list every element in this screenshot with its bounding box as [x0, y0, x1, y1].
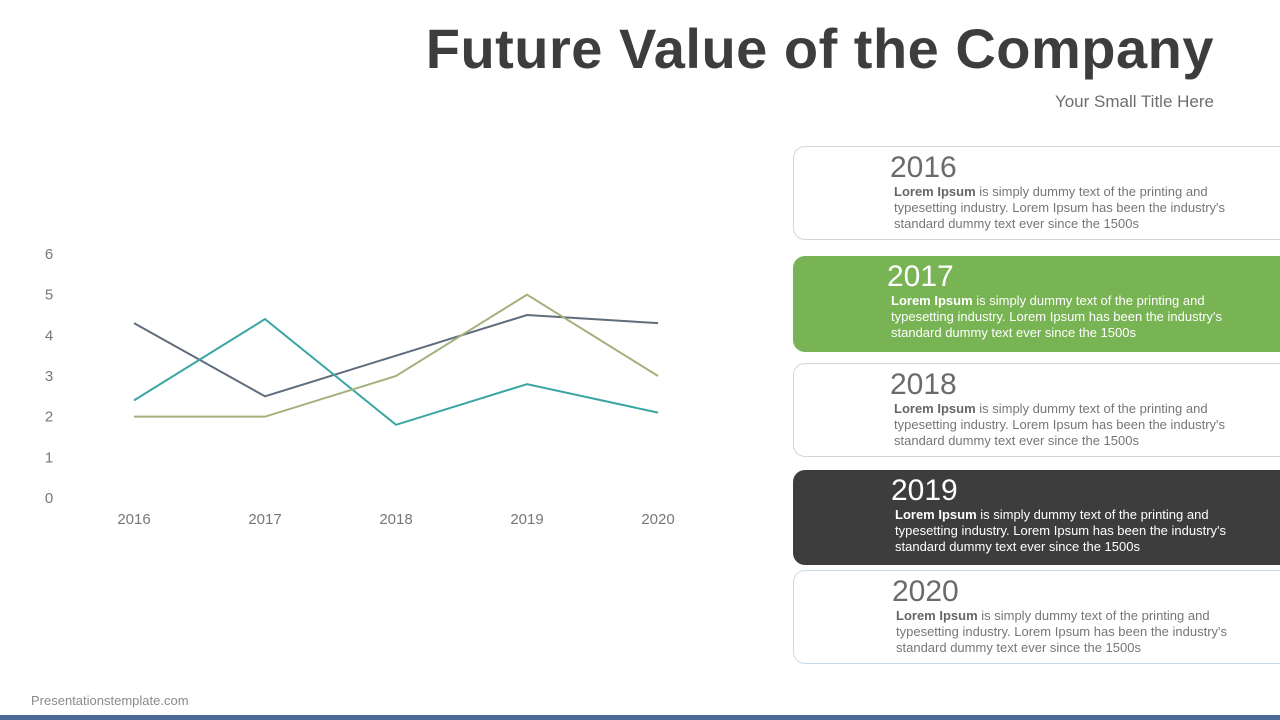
timeline-card-2018: 2018 Lorem Ipsum is simply dummy text of…: [793, 363, 1280, 457]
card-text-body: is simply dummy text of the printing and…: [894, 184, 1226, 231]
timeline-card-2019: 2019 Lorem Ipsum is simply dummy text of…: [793, 470, 1280, 565]
footer-brand: Presentationstemplate.com: [31, 693, 189, 708]
series-line-2: [133, 317, 659, 426]
line-chart: 0 1 2 3 4 5 6 2016 2017 2018 2019 2020: [45, 246, 725, 528]
y-tick-label: 3: [45, 368, 53, 385]
y-tick-label: 0: [45, 490, 53, 507]
page-title: Future Value of the Company: [425, 17, 1214, 80]
card-text-bold: Lorem Ipsum: [894, 401, 976, 416]
card-year: 2018: [890, 368, 957, 401]
card-year: 2020: [892, 575, 959, 608]
timeline-card-2020: 2020 Lorem Ipsum is simply dummy text of…: [793, 570, 1280, 664]
y-tick-label: 5: [45, 287, 53, 304]
card-text-bold: Lorem Ipsum: [896, 608, 978, 623]
card-text-body: is simply dummy text of the printing and…: [891, 293, 1223, 340]
card-text: Lorem Ipsum is simply dummy text of the …: [891, 293, 1251, 341]
y-tick-label: 4: [45, 327, 53, 344]
card-year: 2017: [887, 260, 954, 293]
card-text-body: is simply dummy text of the printing and…: [894, 401, 1226, 448]
x-tick-label: 2016: [117, 511, 150, 528]
card-year: 2016: [890, 151, 957, 184]
y-tick-label: 6: [45, 246, 53, 263]
bottom-bar: [0, 715, 1280, 720]
card-year: 2019: [891, 474, 958, 507]
x-tick-label: 2020: [641, 511, 674, 528]
card-text-bold: Lorem Ipsum: [895, 507, 977, 522]
card-text: Lorem Ipsum is simply dummy text of the …: [894, 401, 1254, 449]
card-text: Lorem Ipsum is simply dummy text of the …: [895, 507, 1255, 555]
card-text-body: is simply dummy text of the printing and…: [896, 608, 1228, 655]
timeline-card-2016: 2016 Lorem Ipsum is simply dummy text of…: [793, 146, 1280, 240]
x-tick-label: 2019: [510, 511, 543, 528]
card-text-bold: Lorem Ipsum: [891, 293, 973, 308]
y-tick-label: 1: [45, 449, 53, 466]
card-text-bold: Lorem Ipsum: [894, 184, 976, 199]
card-text: Lorem Ipsum is simply dummy text of the …: [896, 608, 1256, 656]
card-text: Lorem Ipsum is simply dummy text of the …: [894, 184, 1254, 232]
card-text-body: is simply dummy text of the printing and…: [895, 507, 1227, 554]
y-tick-label: 2: [45, 409, 53, 426]
x-tick-label: 2017: [248, 511, 281, 528]
x-tick-label: 2018: [379, 511, 412, 528]
page-subtitle: Your Small Title Here: [1054, 92, 1214, 111]
timeline-card-2017: 2017 Lorem Ipsum is simply dummy text of…: [793, 256, 1280, 352]
